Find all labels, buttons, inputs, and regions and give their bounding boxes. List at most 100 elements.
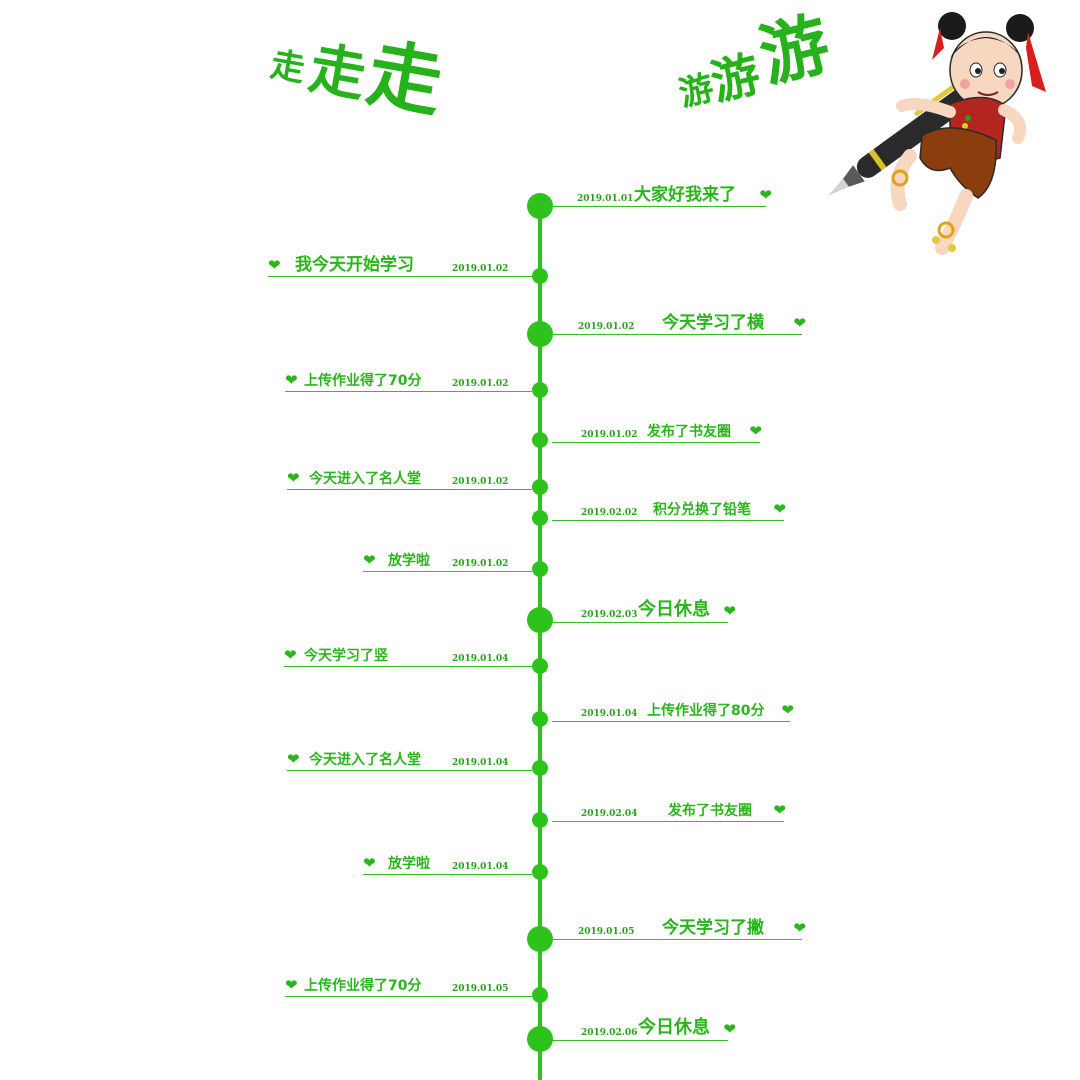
heart-icon: ❤ — [363, 551, 376, 569]
entry-label: 今日休息 — [638, 1017, 710, 1038]
heart-icon: ❤ — [287, 469, 300, 487]
timeline-entry-left: ❤ 今天进入了名人堂 2019.01.02 — [287, 460, 532, 490]
walk-title-char-3: 走 — [360, 30, 449, 128]
timeline-entry-left: ❤ 我今天开始学习 2019.01.02 — [268, 247, 532, 277]
entry-underline — [363, 874, 532, 875]
heart-icon: ❤ — [363, 854, 376, 872]
entry-date: 2019.01.02 — [452, 477, 509, 487]
timeline-spine — [538, 205, 542, 1080]
timeline-entry-left: ❤ 今天进入了名人堂 2019.01.04 — [287, 741, 532, 771]
timeline-node — [532, 510, 548, 526]
entry-date: 2019.02.02 — [581, 508, 638, 518]
entry-underline — [552, 821, 784, 822]
heart-icon: ❤ — [781, 701, 794, 719]
timeline-entry-right: 2019.01.02 发布了书友圈 ❤ — [552, 413, 762, 443]
entry-date: 2019.01.04 — [452, 654, 509, 664]
heart-icon: ❤ — [284, 646, 297, 664]
cartoon-girl-with-fountain-pen-icon — [828, 12, 1046, 255]
entry-date: 2019.02.03 — [581, 610, 638, 620]
entry-underline — [287, 770, 532, 771]
timeline-node — [532, 711, 548, 727]
entry-underline — [552, 334, 802, 335]
entry-date: 2019.02.06 — [581, 1028, 638, 1038]
entry-date: 2019.01.02 — [578, 322, 635, 332]
entry-date: 2019.01.04 — [452, 758, 509, 768]
entry-date: 2019.01.04 — [452, 862, 509, 872]
entry-label: 上传作业得了80分 — [647, 703, 765, 719]
heart-icon: ❤ — [759, 186, 772, 204]
entry-date: 2019.01.02 — [452, 379, 509, 389]
entry-underline — [552, 939, 802, 940]
entry-underline — [285, 391, 532, 392]
timeline-entry-right: 2019.01.01 大家好我来了 ❤ — [552, 177, 772, 207]
timeline-node — [532, 561, 548, 577]
walk-title-char-1: 走 — [267, 44, 308, 90]
entry-label: 我今天开始学习 — [295, 255, 414, 275]
entry-underline — [552, 442, 760, 443]
heart-icon: ❤ — [285, 976, 298, 994]
entry-label: 上传作业得了70分 — [304, 978, 422, 994]
timeline-node — [532, 987, 548, 1003]
entry-underline — [363, 571, 532, 572]
entry-underline — [552, 520, 784, 521]
timeline-node — [527, 926, 553, 952]
timeline-entry-right: 2019.02.03 今日休息 ❤ — [552, 593, 736, 623]
timeline-node — [532, 760, 548, 776]
timeline-entry-left: ❤ 今天学习了竖 2019.01.04 — [284, 637, 532, 667]
entry-label: 放学啦 — [388, 553, 430, 569]
entry-label: 放学啦 — [388, 856, 430, 872]
timeline-entry-right: 2019.01.04 上传作业得了80分 ❤ — [552, 692, 794, 722]
timeline-entry-right: 2019.01.05 今天学习了撇 ❤ — [552, 910, 806, 940]
timeline-node — [532, 268, 548, 284]
heart-icon: ❤ — [773, 801, 786, 819]
entry-date: 2019.01.05 — [452, 984, 509, 994]
timeline-entry-right: 2019.02.02 积分兑换了铅笔 ❤ — [552, 491, 786, 521]
heart-icon: ❤ — [793, 919, 806, 937]
entry-label: 积分兑换了铅笔 — [653, 502, 751, 518]
heart-icon: ❤ — [287, 750, 300, 768]
entry-date: 2019.01.02 — [581, 430, 638, 440]
heart-icon: ❤ — [749, 422, 762, 440]
entry-underline — [552, 721, 790, 722]
timeline-node — [532, 864, 548, 880]
timeline-entry-left: ❤ 放学啦 2019.01.02 — [363, 542, 532, 572]
entry-date: 2019.01.02 — [452, 264, 509, 274]
timeline-node — [532, 432, 548, 448]
entry-underline — [552, 1040, 728, 1041]
timeline-node — [527, 607, 553, 633]
entry-underline — [284, 666, 532, 667]
entry-underline — [552, 206, 766, 207]
timeline-entry-left: ❤ 上传作业得了70分 2019.01.05 — [285, 967, 532, 997]
entry-date: 2019.02.04 — [581, 809, 638, 819]
heart-icon: ❤ — [268, 256, 281, 274]
entry-date: 2019.01.01 — [577, 194, 634, 204]
heart-icon: ❤ — [285, 371, 298, 389]
timeline-entry-right: 2019.02.06 今日休息 ❤ — [552, 1011, 736, 1041]
timeline-node — [532, 382, 548, 398]
timeline-node — [527, 193, 553, 219]
entry-underline — [285, 996, 532, 997]
timeline-node — [532, 479, 548, 495]
timeline-entry-left: ❤ 放学啦 2019.01.04 — [363, 845, 532, 875]
timeline-node — [532, 658, 548, 674]
tour-title-char-2: 游 — [705, 45, 766, 112]
entry-label: 今天进入了名人堂 — [309, 752, 421, 768]
timeline-node — [527, 1026, 553, 1052]
timeline-entry-right: 2019.01.02 今天学习了横 ❤ — [552, 305, 806, 335]
entry-label: 上传作业得了70分 — [304, 373, 422, 389]
entry-date: 2019.01.04 — [581, 709, 638, 719]
heart-icon: ❤ — [723, 1020, 736, 1038]
entry-underline — [287, 489, 532, 490]
entry-label: 发布了书友圈 — [647, 424, 731, 440]
heart-icon: ❤ — [773, 500, 786, 518]
walk-title-char-2: 走 — [304, 35, 371, 110]
timeline-node — [527, 321, 553, 347]
entry-label: 今日休息 — [638, 599, 710, 620]
entry-label: 今天进入了名人堂 — [309, 471, 421, 487]
entry-date: 2019.01.02 — [452, 559, 509, 569]
entry-label: 今天学习了竖 — [304, 648, 388, 664]
entry-label: 大家好我来了 — [634, 185, 736, 205]
heart-icon: ❤ — [793, 314, 806, 332]
entry-label: 今天学习了横 — [662, 313, 764, 333]
